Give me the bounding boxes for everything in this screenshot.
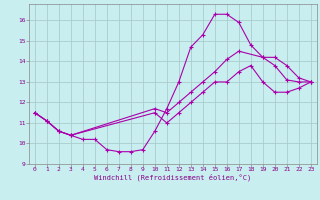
X-axis label: Windchill (Refroidissement éolien,°C): Windchill (Refroidissement éolien,°C) [94, 174, 252, 181]
